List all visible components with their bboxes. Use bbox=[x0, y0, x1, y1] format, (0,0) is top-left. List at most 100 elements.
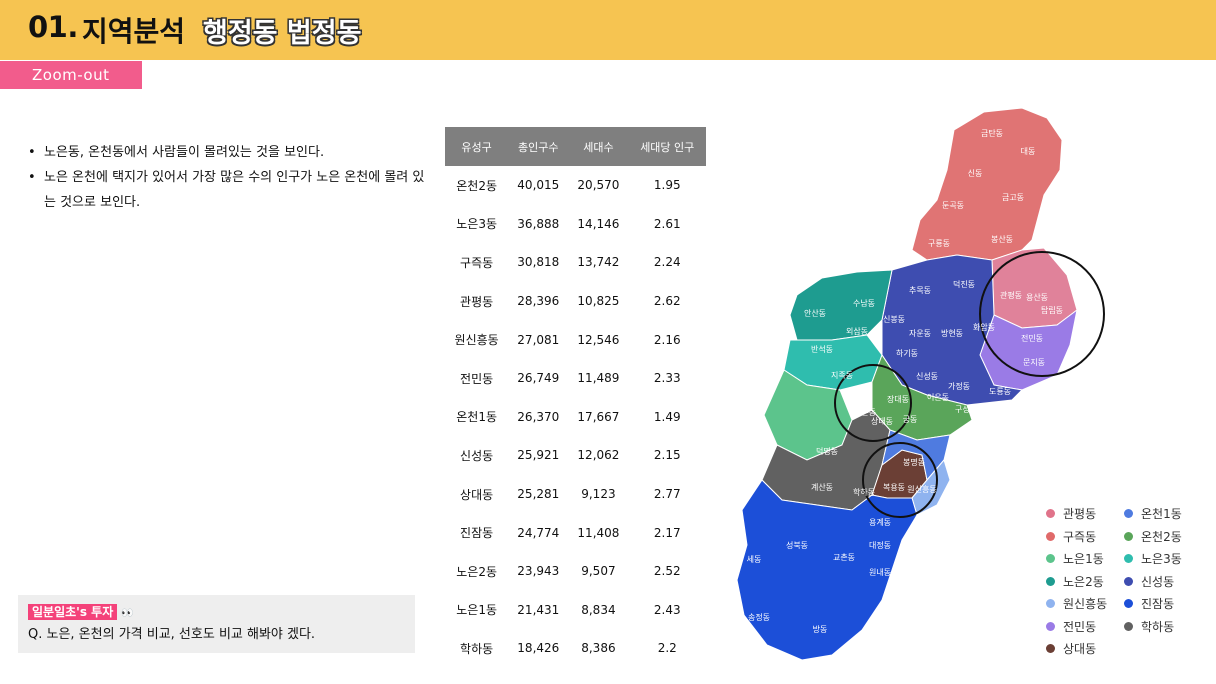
legend-dot-icon bbox=[1124, 531, 1133, 541]
cell-district: 구즉동 bbox=[460, 255, 494, 270]
cell-households: 8,386 bbox=[581, 641, 616, 656]
table-row: 원신흥동 27,081 12,546 2.16 bbox=[445, 320, 706, 359]
table-row: 관평동 28,396 10,825 2.62 bbox=[445, 282, 706, 321]
table-row: 노은3동 36,888 14,146 2.61 bbox=[445, 205, 706, 244]
cell-households: 9,123 bbox=[581, 487, 616, 502]
cell-per-household: 2.61 bbox=[653, 216, 681, 231]
cell-per-household: 2.43 bbox=[653, 602, 681, 617]
investment-note: 일분일초's 투자 👀 Q. 노은, 온천의 가격 비교, 선호도 비교 해봐야 … bbox=[18, 595, 415, 653]
cell-households: 11,489 bbox=[577, 371, 620, 386]
cell-population: 40,015 bbox=[517, 178, 560, 193]
map-label: 둔곡동 bbox=[942, 201, 964, 210]
map-label: 어은동 bbox=[927, 392, 949, 402]
map-label: 관평동 bbox=[1000, 290, 1022, 300]
cell-per-household: 2.17 bbox=[653, 525, 681, 540]
region-jinjam bbox=[736, 479, 918, 661]
cell-households: 9,507 bbox=[581, 564, 616, 579]
map-label: 방현동 bbox=[941, 328, 963, 338]
region-gwanpyeong bbox=[991, 247, 1078, 329]
cell-district: 노은2동 bbox=[456, 564, 497, 579]
col-population: 총인구수 bbox=[508, 127, 569, 166]
table-row: 노은1동 21,431 8,834 2.43 bbox=[445, 591, 706, 630]
legend-dot-icon bbox=[1046, 644, 1055, 653]
eyes-icon: 👀 bbox=[121, 608, 134, 619]
legend-dot-icon bbox=[1124, 509, 1133, 518]
map-label: 덕명동 bbox=[816, 446, 838, 456]
cell-district: 온천1동 bbox=[456, 410, 497, 425]
legend-item: 학하동 bbox=[1124, 618, 1174, 635]
legend-label: 상대동 bbox=[1063, 642, 1097, 656]
cell-district: 전민동 bbox=[460, 371, 494, 386]
region-noeun2 bbox=[789, 269, 893, 341]
map-label: 화암동 bbox=[973, 322, 995, 332]
map-label: 금고동 bbox=[1002, 193, 1024, 202]
legend-dot-icon bbox=[1046, 531, 1055, 541]
map-label: 계산동 bbox=[811, 482, 833, 492]
map-label: 장대동 bbox=[887, 394, 909, 404]
map-label: 대동 bbox=[1021, 147, 1036, 156]
cell-population: 26,370 bbox=[517, 409, 560, 424]
table-row: 학하동 18,426 8,386 2.2 bbox=[445, 629, 706, 668]
legend-label: 노은1동 bbox=[1063, 552, 1104, 566]
legend-item: 원신흥동 bbox=[1046, 595, 1107, 612]
cell-population: 24,774 bbox=[517, 525, 560, 540]
table-row: 온천1동 26,370 17,667 1.49 bbox=[445, 398, 706, 437]
table-row: 신성동 25,921 12,062 2.15 bbox=[445, 436, 706, 475]
legend-label: 관평동 bbox=[1063, 507, 1097, 521]
map-label: 가정동 bbox=[948, 381, 970, 391]
cell-households: 13,742 bbox=[577, 255, 620, 270]
cell-per-household: 1.49 bbox=[653, 409, 681, 424]
map-label: 하기동 bbox=[896, 348, 918, 358]
map-label: 자운동 bbox=[909, 329, 931, 338]
legend-item: 상대동 bbox=[1046, 640, 1096, 657]
highlight-circle-noeun bbox=[834, 364, 912, 442]
cell-population: 21,431 bbox=[517, 602, 560, 617]
table-header-row: 유성구 총인구수 세대수 세대당 인구 bbox=[445, 127, 706, 166]
cell-households: 17,667 bbox=[577, 409, 620, 424]
cell-population: 30,818 bbox=[517, 255, 560, 270]
map-label: 교촌동 bbox=[833, 553, 855, 562]
page-subtitle: 행정동 법정동 bbox=[203, 18, 362, 49]
cell-district: 노은1동 bbox=[456, 603, 497, 618]
cell-district: 관평동 bbox=[460, 294, 494, 309]
cell-population: 26,749 bbox=[517, 371, 560, 386]
legend-label: 신성동 bbox=[1141, 574, 1175, 589]
bullet-list: 노은동, 온천동에서 사람들이 몰려있는 것을 보인다. 노은 온천에 택지가 … bbox=[28, 140, 428, 215]
legend-dot-icon bbox=[1124, 599, 1133, 608]
highlight-circle-gwanpyeong bbox=[979, 251, 1105, 377]
cell-households: 14,146 bbox=[577, 216, 620, 231]
map-label: 도룡동 bbox=[989, 387, 1011, 396]
table-body: 온천2동 40,015 20,570 1.95 노은3동 36,888 14,146 2.61… bbox=[445, 166, 706, 668]
map-label: 탑립동 bbox=[1041, 306, 1063, 315]
section-number: 01. bbox=[28, 10, 78, 44]
cell-per-household: 1.95 bbox=[653, 178, 681, 193]
highlight-circle-sangdae bbox=[862, 442, 938, 518]
header-bar: 01. 지역분석 행정동 법정동 bbox=[0, 0, 1216, 60]
legend-label: 원신흥동 bbox=[1063, 597, 1108, 611]
legend-item: 진잠동 bbox=[1124, 595, 1174, 612]
map-label: 송정동 bbox=[748, 612, 770, 622]
cell-population: 25,921 bbox=[517, 448, 560, 463]
legend-label: 온천1동 bbox=[1141, 507, 1182, 521]
legend-item: 전민동 bbox=[1046, 618, 1096, 635]
note-question: Q. 노은, 온천의 가격 비교, 선호도 비교 해봐야 겠다. bbox=[28, 627, 316, 642]
note-badge: 일분일초's 투자 bbox=[28, 604, 118, 620]
legend-dot-icon bbox=[1124, 621, 1133, 631]
map-label: 지족동 bbox=[831, 371, 853, 380]
cell-population: 25,281 bbox=[517, 487, 560, 502]
cell-per-household: 2.33 bbox=[653, 371, 681, 386]
legend-dot-icon bbox=[1124, 554, 1133, 563]
map-label: 반석동 bbox=[811, 344, 833, 354]
cell-per-household: 2.15 bbox=[653, 448, 681, 463]
legend-dot-icon bbox=[1046, 599, 1055, 608]
bullet-item: 노은동, 온천동에서 사람들이 몰려있는 것을 보인다. bbox=[28, 140, 428, 165]
cell-district: 노은3동 bbox=[456, 217, 497, 232]
map-label: 원신흥동 bbox=[907, 484, 936, 494]
col-households: 세대수 bbox=[568, 127, 629, 166]
table-row: 온천2동 40,015 20,570 1.95 bbox=[445, 166, 706, 205]
map-label: 학하동 bbox=[853, 487, 875, 497]
map-label: 용산동 bbox=[1026, 292, 1048, 302]
legend-item: 노은1동 bbox=[1046, 550, 1104, 567]
